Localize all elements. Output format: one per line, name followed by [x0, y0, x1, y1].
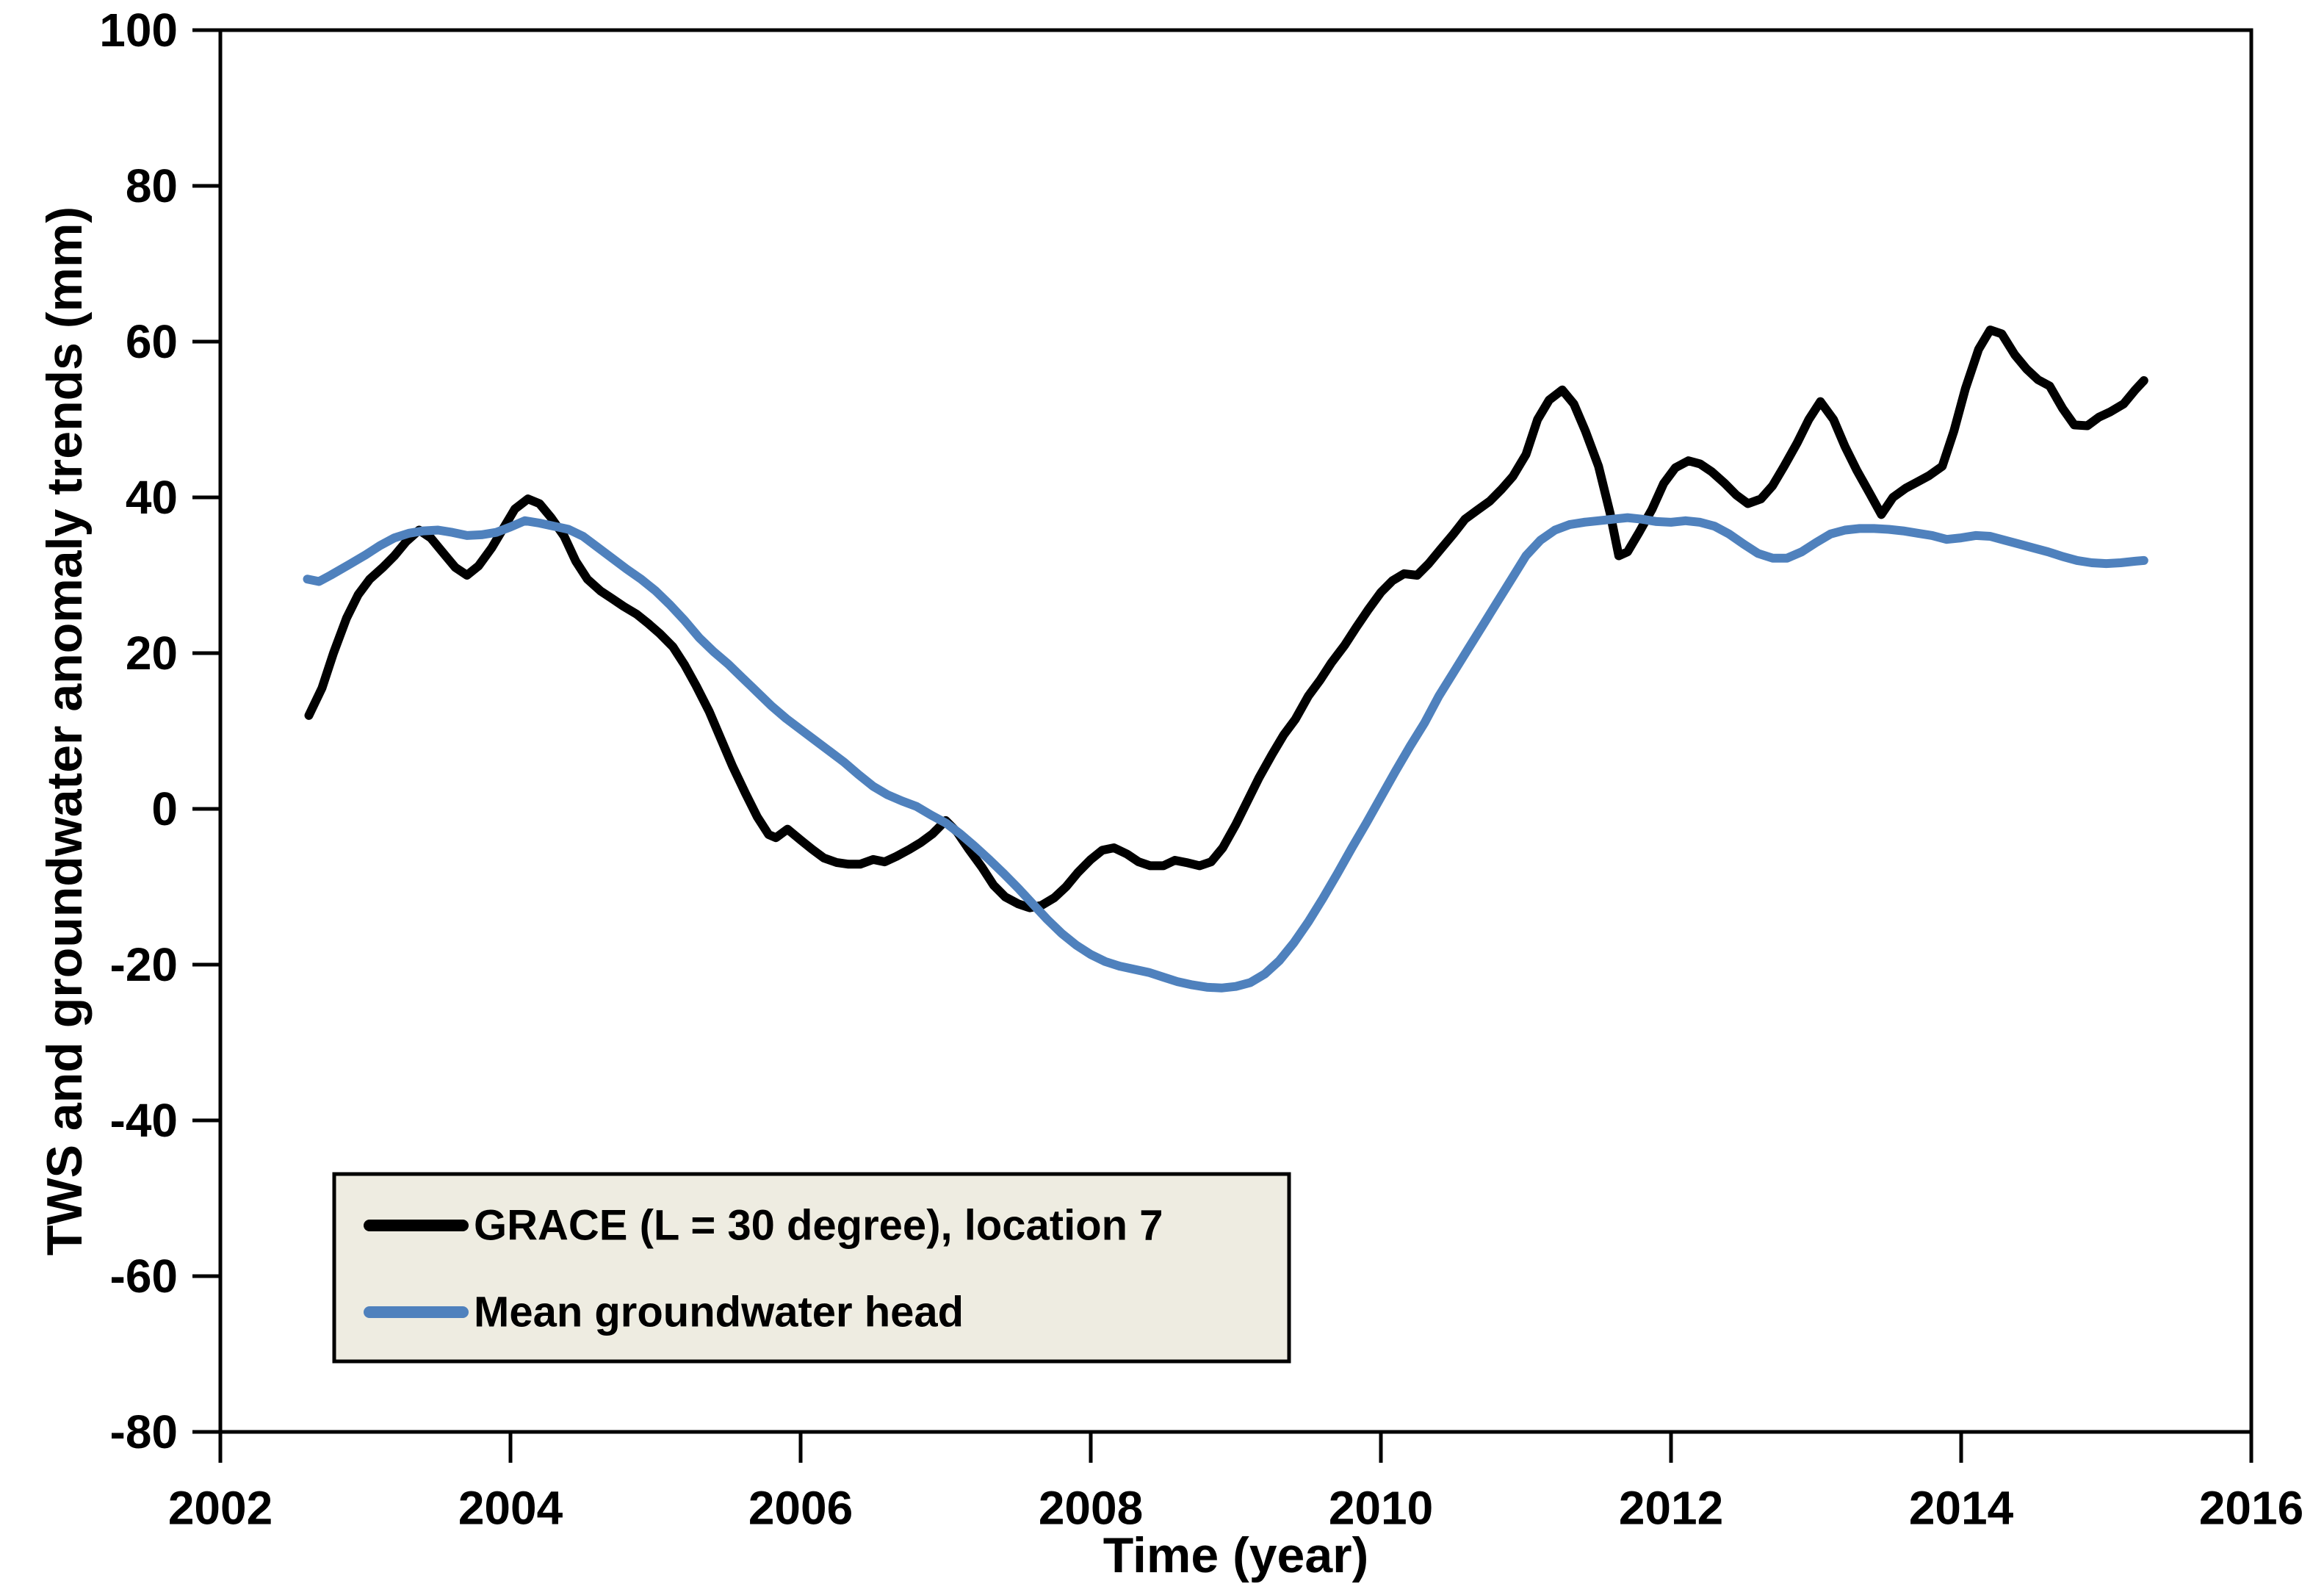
x-axis-tick-label: 2008: [1039, 1481, 1143, 1534]
legend: GRACE (L = 30 degree), location 7 Mean gr…: [332, 1172, 1291, 1364]
y-axis-tick-label: 40: [126, 471, 178, 524]
y-axis-title: TWS and groundwater anomaly trends (mm): [37, 206, 93, 1256]
x-axis-tick-label: 2004: [458, 1481, 563, 1534]
y-axis-tick-label: -80: [110, 1405, 178, 1458]
x-axis: 2002 2004 2006 2008 2010 2012 2014 2016: [168, 1432, 2303, 1534]
series-line-groundwater: [303, 513, 2148, 993]
legend-box: [332, 1172, 1291, 1364]
y-axis-tick-label: 80: [126, 159, 178, 212]
x-axis-tick-label: 2010: [1329, 1481, 1433, 1534]
y-axis: 100 80 60 40 20 0 -20 -40 -60 -80: [99, 4, 220, 1458]
y-axis-tick-label: 100: [99, 4, 178, 57]
y-axis-tick-label: -60: [110, 1250, 178, 1303]
x-axis-title: Time (year): [1103, 1527, 1369, 1583]
y-axis-tick-label: -40: [110, 1094, 178, 1147]
series-line-grace: [304, 325, 2148, 912]
y-axis-tick-label: -20: [110, 938, 178, 991]
y-axis-tick-label: 60: [126, 315, 178, 368]
x-axis-tick-label: 2012: [1619, 1481, 1723, 1534]
legend-label-grace: GRACE (L = 30 degree), location 7: [474, 1202, 1163, 1250]
plot-frame: [218, 28, 2253, 1434]
x-axis-tick-label: 2016: [2199, 1481, 2303, 1534]
x-axis-tick-label: 2014: [1909, 1481, 2014, 1534]
x-axis-tick-label: 2002: [168, 1481, 273, 1534]
y-axis-tick-label: 0: [151, 782, 178, 835]
legend-label-groundwater: Mean groundwater head: [474, 1289, 964, 1336]
x-axis-tick-label: 2006: [748, 1481, 853, 1534]
y-axis-tick-label: 20: [126, 627, 178, 680]
